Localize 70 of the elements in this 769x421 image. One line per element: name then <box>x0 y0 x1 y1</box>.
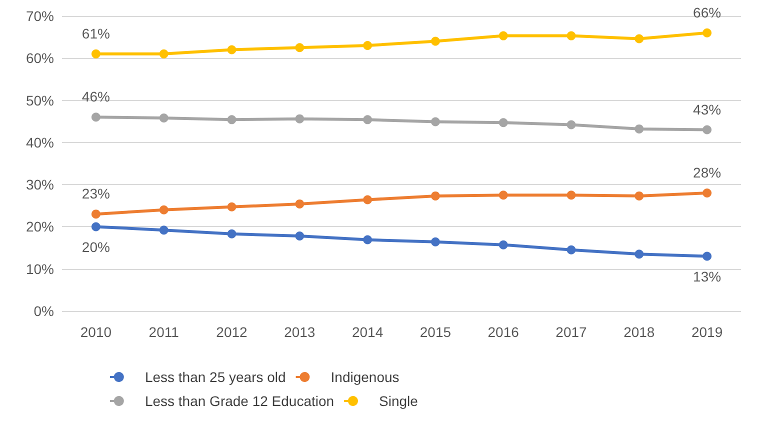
y-tick-label: 30% <box>26 176 54 193</box>
point <box>566 120 576 130</box>
x-tick-label: 2019 <box>691 324 723 340</box>
x-tick-label: 2017 <box>556 324 588 340</box>
point <box>91 49 100 58</box>
x-tick-label: 2013 <box>284 324 316 340</box>
point <box>702 28 712 38</box>
y-tick-label: 50% <box>26 92 54 108</box>
point <box>430 36 440 46</box>
point <box>430 117 440 126</box>
y-tick-label: 60% <box>26 50 54 66</box>
x-tick-label: 2016 <box>488 324 520 340</box>
legend-label: Less than Grade 12 Education <box>144 393 334 409</box>
point <box>498 118 508 128</box>
point <box>159 49 168 58</box>
data-label: 46% <box>82 88 110 105</box>
point <box>430 191 440 200</box>
point <box>91 222 100 232</box>
point <box>295 43 304 52</box>
point <box>295 114 304 124</box>
point <box>430 237 440 246</box>
point <box>159 226 168 235</box>
x-tick-label: 2011 <box>148 324 180 340</box>
point <box>634 34 644 44</box>
point <box>634 191 644 200</box>
x-tick-label: 2010 <box>80 324 112 340</box>
legend-label: Indigenous <box>330 369 400 385</box>
x-tick-label: 2012 <box>216 324 248 340</box>
legend-label: Less than 25 years old <box>144 369 286 385</box>
point <box>363 195 372 204</box>
data-label: 61% <box>82 25 110 42</box>
point <box>227 202 236 212</box>
x-tick-label: 2014 <box>352 324 384 340</box>
point <box>498 31 508 40</box>
data-label: 20% <box>82 239 110 256</box>
data-label: 23% <box>82 186 110 202</box>
point <box>159 113 168 122</box>
point <box>227 229 236 238</box>
point <box>498 240 508 250</box>
point <box>227 45 236 54</box>
y-tick-label: 70% <box>26 8 54 24</box>
y-tick-label: 10% <box>26 260 54 277</box>
point <box>566 245 576 254</box>
y-tick-label: 40% <box>26 134 54 150</box>
x-tick-label: 2018 <box>624 324 655 340</box>
legend-label: Single <box>379 393 418 409</box>
point <box>91 210 100 219</box>
point <box>295 199 304 208</box>
data-label: 13% <box>693 268 722 285</box>
point <box>702 252 712 261</box>
point <box>159 205 168 214</box>
point <box>363 235 372 244</box>
y-tick-label: 20% <box>26 218 54 235</box>
data-label: 43% <box>693 101 722 118</box>
point <box>363 41 372 50</box>
point <box>566 31 576 40</box>
point <box>363 115 372 124</box>
point <box>295 231 304 240</box>
data-label: 66% <box>693 4 722 20</box>
x-tick-label: 2015 <box>420 324 452 340</box>
point <box>227 115 236 124</box>
point <box>634 124 644 134</box>
point <box>702 125 712 134</box>
point <box>91 112 100 122</box>
data-label: 28% <box>693 164 722 180</box>
point <box>566 190 576 200</box>
point <box>498 190 508 200</box>
y-tick-label: 0% <box>34 303 54 319</box>
point <box>702 188 712 198</box>
point <box>634 250 644 259</box>
